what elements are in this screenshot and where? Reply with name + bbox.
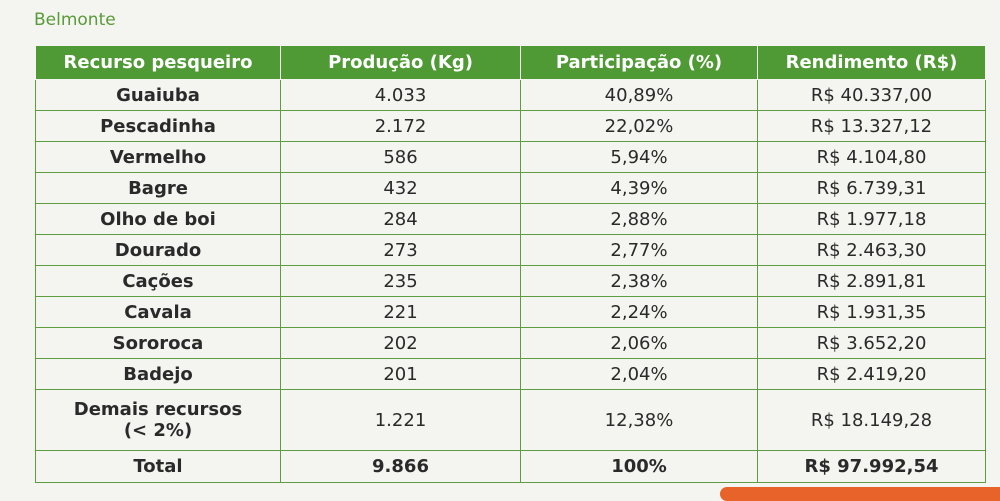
cell: 201 — [280, 358, 521, 390]
total-cell: 9.866 — [280, 450, 521, 483]
table-row: Demais recursos (< 2%) 1.221 12,38% R$ 18.1… — [35, 389, 986, 451]
row-label: Badejo — [35, 358, 281, 390]
cell: 2,06% — [520, 327, 758, 359]
cell: 2,88% — [520, 203, 758, 235]
table-row: Dourado 273 2,77% R$ 2.463,30 — [35, 234, 986, 266]
cell: 2,24% — [520, 296, 758, 328]
table-head: Recurso pesqueiro Produção (Kg) Participaç… — [35, 45, 986, 80]
table-row: Bagre 432 4,39% R$ 6.739,31 — [35, 172, 986, 204]
cell: 12,38% — [520, 389, 758, 451]
cell: R$ 18.149,28 — [757, 389, 986, 451]
cell: 4.033 — [280, 79, 521, 111]
cell: 235 — [280, 265, 521, 297]
cell: R$ 13.327,12 — [757, 110, 986, 142]
cell: 2,77% — [520, 234, 758, 266]
cell: R$ 40.337,00 — [757, 79, 986, 111]
cell: R$ 4.104,80 — [757, 141, 986, 173]
table-row: Guaiuba 4.033 40,89% R$ 40.337,00 — [35, 79, 986, 111]
cell: 2,38% — [520, 265, 758, 297]
cell: R$ 2.891,81 — [757, 265, 986, 297]
cell: R$ 2.419,20 — [757, 358, 986, 390]
cell: 4,39% — [520, 172, 758, 204]
row-label: Cavala — [35, 296, 281, 328]
cell: R$ 2.463,30 — [757, 234, 986, 266]
column-header: Participação (%) — [520, 45, 758, 80]
cell: 586 — [280, 141, 521, 173]
total-cell: 100% — [520, 450, 758, 483]
row-label: Bagre — [35, 172, 281, 204]
decoration — [720, 487, 1000, 501]
cell: 2.172 — [280, 110, 521, 142]
cell: R$ 1.931,35 — [757, 296, 986, 328]
row-label: Olho de boi — [35, 203, 281, 235]
cell: 5,94% — [520, 141, 758, 173]
row-label: Pescadinha — [35, 110, 281, 142]
table-row: Sororoca 202 2,06% R$ 3.652,20 — [35, 327, 986, 359]
data-table: Recurso pesqueiro Produção (Kg) Participaç… — [35, 45, 986, 483]
table-row: Vermelho 586 5,94% R$ 4.104,80 — [35, 141, 986, 173]
table-row: Pescadinha 2.172 22,02% R$ 13.327,12 — [35, 110, 986, 142]
column-header: Rendimento (R$) — [757, 45, 986, 80]
total-row: Total 9.866 100% R$ 97.992,54 — [35, 450, 986, 483]
cell: R$ 3.652,20 — [757, 327, 986, 359]
total-cell: R$ 97.992,54 — [757, 450, 986, 483]
row-label: Demais recursos (< 2%) — [35, 389, 281, 451]
table-row: Olho de boi 284 2,88% R$ 1.977,18 — [35, 203, 986, 235]
column-header: Recurso pesqueiro — [35, 45, 281, 80]
cell: 221 — [280, 296, 521, 328]
row-label: Dourado — [35, 234, 281, 266]
cell: 432 — [280, 172, 521, 204]
cell: 2,04% — [520, 358, 758, 390]
row-label: Guaiuba — [35, 79, 281, 111]
total-label: Total — [35, 450, 281, 483]
row-label: Cações — [35, 265, 281, 297]
cell: R$ 1.977,18 — [757, 203, 986, 235]
title: Belmonte — [34, 10, 116, 30]
row-label: Vermelho — [35, 141, 281, 173]
cell: R$ 6.739,31 — [757, 172, 986, 204]
table-body: Guaiuba 4.033 40,89% R$ 40.337,00 Pescadinha… — [35, 79, 986, 483]
cell: 22,02% — [520, 110, 758, 142]
cell: 273 — [280, 234, 521, 266]
table-row: Badejo 201 2,04% R$ 2.419,20 — [35, 358, 986, 390]
table-row: Cavala 221 2,24% R$ 1.931,35 — [35, 296, 986, 328]
column-header: Produção (Kg) — [280, 45, 521, 80]
cell: 202 — [280, 327, 521, 359]
table-row: Cações 235 2,38% R$ 2.891,81 — [35, 265, 986, 297]
cell: 40,89% — [520, 79, 758, 111]
cell: 284 — [280, 203, 521, 235]
header-row: Recurso pesqueiro Produção (Kg) Participaç… — [35, 45, 986, 80]
cell: 1.221 — [280, 389, 521, 451]
row-label: Sororoca — [35, 327, 281, 359]
